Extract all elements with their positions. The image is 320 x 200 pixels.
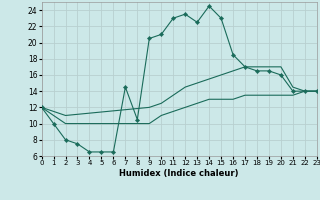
X-axis label: Humidex (Indice chaleur): Humidex (Indice chaleur) [119, 169, 239, 178]
